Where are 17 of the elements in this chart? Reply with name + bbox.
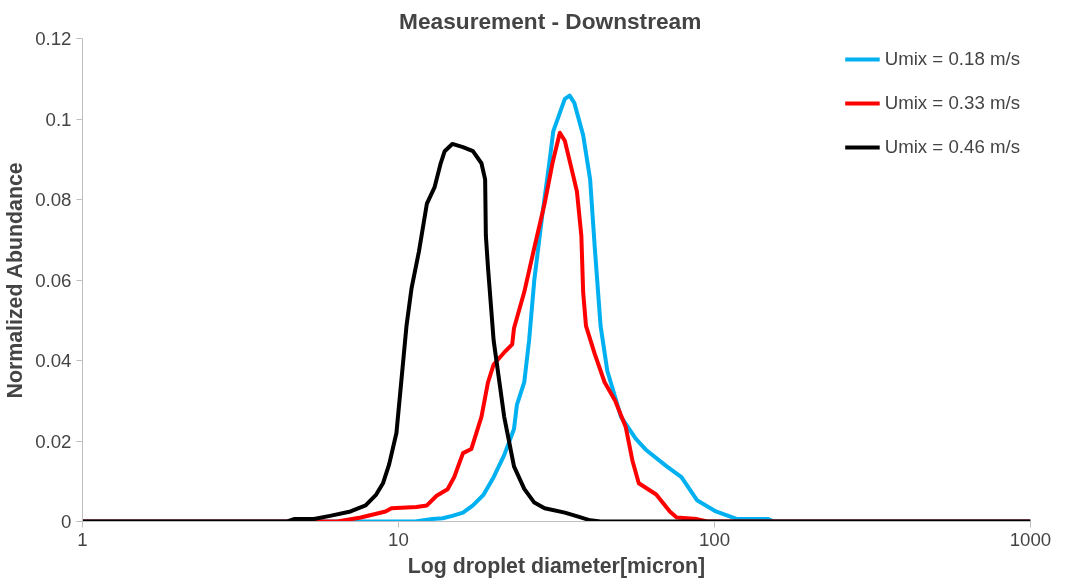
y-tick-label: 0.1 — [45, 108, 72, 130]
x-tick-label: 1 — [77, 528, 88, 550]
legend-label: Umix = 0.33 m/s — [884, 92, 1020, 114]
chart-title: Measurement - Downstream — [399, 7, 702, 34]
x-tick-label: 10 — [388, 528, 409, 550]
x-axis-title: Log droplet diameter[micron] — [407, 553, 706, 578]
x-tick-label: 100 — [698, 528, 731, 550]
y-tick-label: 0.08 — [35, 189, 72, 210]
y-tick-label: 0 — [61, 511, 72, 532]
y-tick-label: 0.02 — [35, 430, 72, 452]
legend-label: Umix = 0.18 m/s — [884, 48, 1020, 70]
y-tick-label: 0.12 — [35, 28, 72, 49]
y-axis-title: Normalized Abundance — [3, 162, 28, 399]
y-tick-label: 0.06 — [35, 269, 72, 291]
x-tick-label: 1000 — [1009, 528, 1052, 550]
legend-label: Umix = 0.46 m/s — [884, 136, 1020, 158]
y-tick-label: 0.04 — [35, 350, 72, 371]
